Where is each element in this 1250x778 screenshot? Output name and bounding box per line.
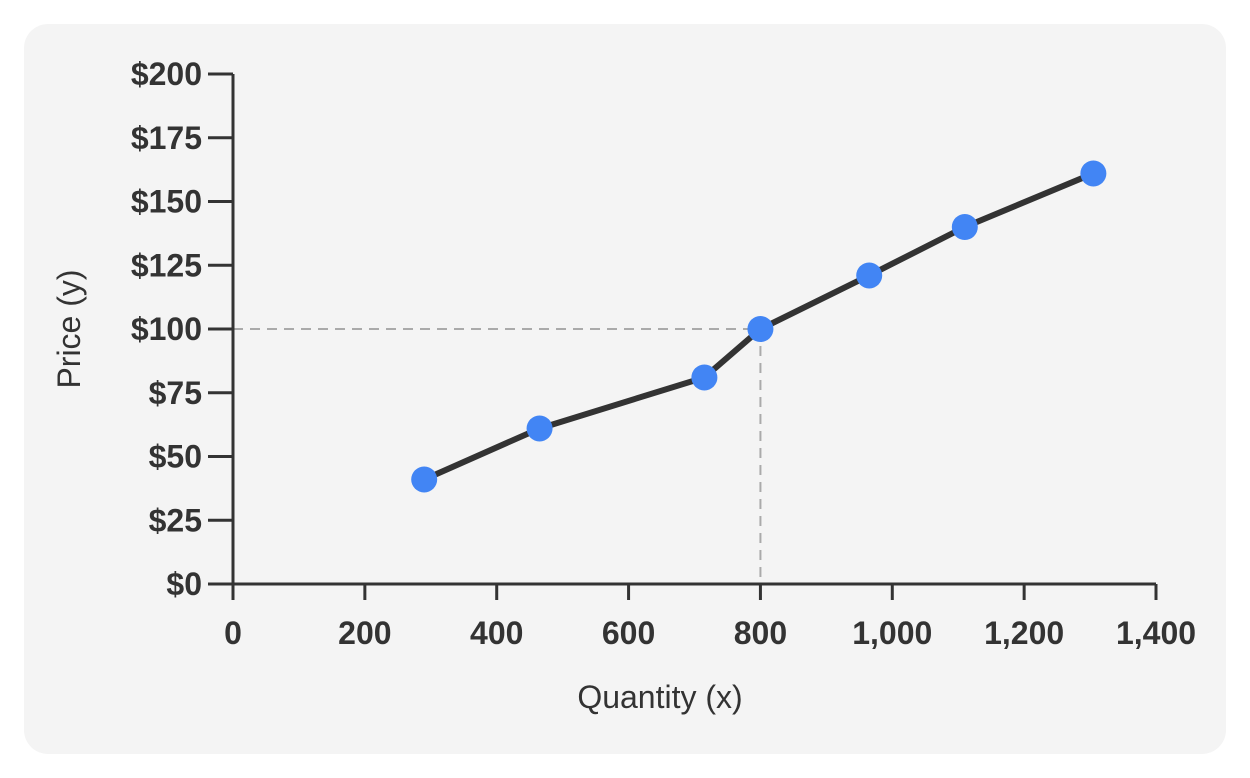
y-tick-label: $125	[131, 247, 202, 283]
data-point	[856, 262, 883, 289]
chart-card	[24, 24, 1226, 754]
x-tick-label: 200	[338, 615, 391, 651]
data-point	[691, 364, 718, 391]
data-point	[526, 415, 553, 442]
y-tick-label: $150	[131, 184, 202, 220]
y-tick-label: $50	[149, 439, 202, 475]
data-point	[1080, 160, 1107, 187]
y-tick-label: $25	[149, 502, 202, 538]
x-axis-title: Quantity (x)	[577, 679, 742, 715]
x-axis-ticks: 0 200 400 600 800 1,000 1,200 1,400	[224, 584, 1196, 651]
x-tick-label: 1,200	[984, 615, 1064, 651]
y-axis-ticks: $0 $25 $50 $75 $100 $125 $150 $175 $200	[131, 56, 233, 602]
data-series	[411, 160, 1107, 493]
x-tick-label: 1,000	[852, 615, 932, 651]
y-tick-label: $200	[131, 56, 202, 92]
y-tick-label: $100	[131, 311, 202, 347]
y-tick-label: $175	[131, 120, 202, 156]
data-point	[747, 316, 774, 342]
data-point	[951, 214, 978, 240]
y-tick-label: $0	[166, 566, 202, 602]
y-axis-title: Price (y)	[51, 269, 87, 388]
x-tick-label: 800	[734, 615, 787, 651]
x-tick-label: 0	[224, 615, 242, 651]
x-tick-label: 400	[470, 615, 523, 651]
x-tick-label: 1,400	[1116, 615, 1196, 651]
y-tick-label: $75	[149, 375, 202, 411]
x-tick-label: 600	[602, 615, 655, 651]
reference-guides	[233, 328, 762, 584]
data-point	[411, 466, 438, 493]
